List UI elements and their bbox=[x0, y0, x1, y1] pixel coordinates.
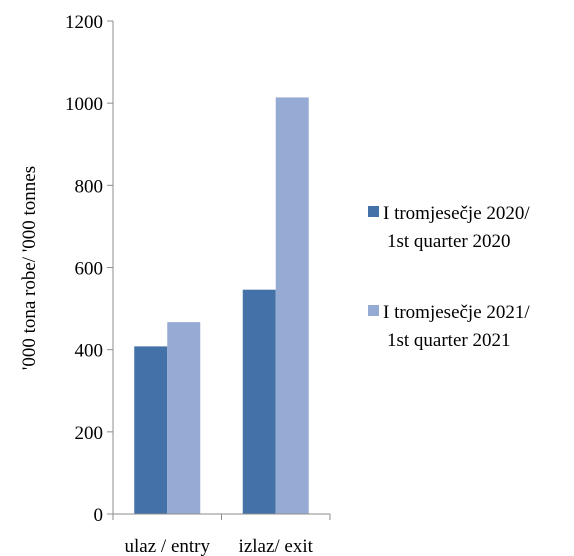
bar-series-1-entry bbox=[134, 346, 168, 514]
y-axis-title: '000 tona robe/ '000 tonnes bbox=[19, 166, 40, 370]
legend-swatch-2 bbox=[368, 305, 379, 316]
y-tick-label: 1200 bbox=[65, 12, 103, 33]
legend-swatch-1 bbox=[368, 206, 379, 217]
y-axis-ticks: 0 200 400 600 800 1000 1200 bbox=[65, 12, 113, 526]
y-tick-label: 400 bbox=[75, 341, 104, 362]
y-tick-label: 800 bbox=[75, 176, 104, 197]
bar-series-1-exit bbox=[242, 289, 276, 514]
x-category-label: ulaz / entry bbox=[125, 536, 211, 556]
y-tick-label: 600 bbox=[75, 259, 104, 280]
x-axis-ticks: ulaz / entry izlaz/ exit bbox=[112, 514, 331, 556]
legend: I tromjesečje 2020/1st quarter 2020 I tro… bbox=[368, 203, 530, 351]
bar-series-2-entry bbox=[167, 322, 201, 514]
y-tick-label: 0 bbox=[94, 505, 104, 526]
legend-label-1: I tromjesečje 2020/ bbox=[383, 203, 530, 224]
y-tick-label: 1000 bbox=[65, 94, 103, 115]
bars bbox=[134, 97, 309, 514]
legend-label-1: 1st quarter 2020 bbox=[387, 231, 510, 252]
bar-series-2-exit bbox=[275, 97, 309, 514]
x-category-label: izlaz/ exit bbox=[239, 536, 314, 556]
legend-label-2: 1st quarter 2021 bbox=[387, 330, 510, 351]
y-tick-label: 200 bbox=[75, 423, 104, 444]
legend-label-2: I tromjesečje 2021/ bbox=[383, 302, 530, 323]
